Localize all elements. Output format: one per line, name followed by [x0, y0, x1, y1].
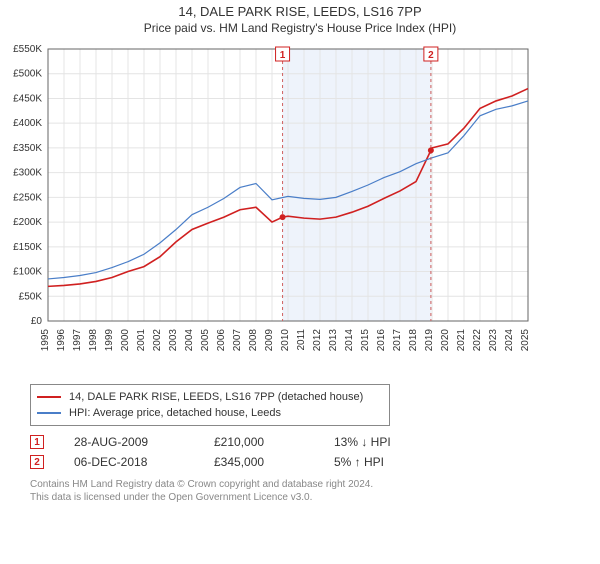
y-tick-label: £150K [13, 242, 42, 253]
x-tick-label: 1999 [104, 329, 115, 352]
x-tick-label: 2004 [184, 329, 195, 352]
x-tick-label: 2015 [360, 329, 371, 352]
x-tick-label: 2024 [504, 329, 515, 352]
legend-swatch [37, 412, 61, 414]
figure-title: 14, DALE PARK RISE, LEEDS, LS16 7PP [0, 4, 600, 19]
legend-swatch [37, 396, 61, 398]
x-tick-label: 2018 [408, 329, 419, 352]
y-tick-label: £400K [13, 118, 42, 129]
y-tick-label: £50K [19, 291, 43, 302]
y-tick-label: £250K [13, 192, 42, 203]
x-tick-label: 2021 [456, 329, 467, 352]
footer-attribution: Contains HM Land Registry data © Crown c… [30, 478, 570, 504]
sale-date: 06-DEC-2018 [74, 455, 184, 469]
x-tick-label: 2008 [248, 329, 259, 352]
price-chart: £0 £50K £100K £150K £200K £250K £300K £350K £400… [0, 41, 540, 371]
figure-subtitle: Price paid vs. HM Land Registry's House … [0, 21, 600, 35]
x-tick-label: 2003 [168, 329, 179, 352]
y-tick-label: £450K [13, 93, 42, 104]
y-tick-label: £200K [13, 217, 42, 228]
x-tick-label: 2023 [488, 329, 499, 352]
x-tick-label: 2000 [120, 329, 131, 352]
sale-marker-box: 2 [30, 455, 44, 469]
x-tick-label: 2012 [312, 329, 323, 352]
sale-row: 1 28-AUG-2009 £210,000 13% ↓ HPI [30, 432, 570, 452]
y-tick-label: £550K [13, 44, 42, 55]
legend-row: 14, DALE PARK RISE, LEEDS, LS16 7PP (det… [37, 389, 383, 405]
x-tick-label: 2022 [472, 329, 483, 352]
lower-panel: 14, DALE PARK RISE, LEEDS, LS16 7PP (det… [0, 376, 600, 504]
x-tick-label: 2002 [152, 329, 163, 352]
x-tick-label: 2005 [200, 329, 211, 352]
y-tick-label: £300K [13, 168, 42, 179]
sale-marker-box: 1 [30, 435, 44, 449]
legend-label: HPI: Average price, detached house, Leed… [69, 407, 281, 419]
footer-line-1: Contains HM Land Registry data © Crown c… [30, 478, 570, 491]
y-tick-label: £500K [13, 69, 42, 80]
sale-price: £210,000 [214, 435, 304, 449]
x-tick-label: 2016 [376, 329, 387, 352]
x-tick-label: 2017 [392, 329, 403, 352]
y-tick-label: £100K [13, 267, 42, 278]
footer-line-2: This data is licensed under the Open Gov… [30, 491, 570, 504]
y-tick-label: £350K [13, 143, 42, 154]
x-tick-label: 2001 [136, 329, 147, 352]
x-tick-label: 2010 [280, 329, 291, 352]
legend-box: 14, DALE PARK RISE, LEEDS, LS16 7PP (det… [30, 384, 390, 426]
figure-root: 14, DALE PARK RISE, LEEDS, LS16 7PP Pric… [0, 4, 600, 564]
sales-table: 1 28-AUG-2009 £210,000 13% ↓ HPI 2 06-DEC-201… [30, 432, 570, 472]
sale-marker-1: 1 [280, 50, 286, 61]
x-tick-label: 2014 [344, 329, 355, 352]
x-tick-label: 2007 [232, 329, 243, 352]
sale-delta: 13% ↓ HPI [334, 435, 391, 449]
sale-date: 28-AUG-2009 [74, 435, 184, 449]
x-tick-label: 2020 [440, 329, 451, 352]
x-tick-label: 2013 [328, 329, 339, 352]
x-tick-label: 1997 [72, 329, 83, 352]
x-tick-label: 2011 [296, 329, 307, 351]
x-tick-label: 1998 [88, 329, 99, 352]
x-tick-label: 2019 [424, 329, 435, 352]
sale-delta: 5% ↑ HPI [334, 455, 384, 469]
sale-price: £345,000 [214, 455, 304, 469]
x-tick-label: 1995 [40, 329, 51, 352]
chart-container: £0 £50K £100K £150K £200K £250K £300K £350K £400… [0, 41, 600, 376]
x-tick-label: 2025 [520, 329, 531, 352]
x-tick-label: 1996 [56, 329, 67, 352]
legend-row: HPI: Average price, detached house, Leed… [37, 405, 383, 421]
x-tick-label: 2009 [264, 329, 275, 352]
legend-label: 14, DALE PARK RISE, LEEDS, LS16 7PP (det… [69, 391, 363, 403]
sale-marker-2: 2 [428, 50, 434, 61]
y-tick-label: £0 [31, 316, 43, 327]
x-tick-label: 2006 [216, 329, 227, 352]
sale-row: 2 06-DEC-2018 £345,000 5% ↑ HPI [30, 452, 570, 472]
